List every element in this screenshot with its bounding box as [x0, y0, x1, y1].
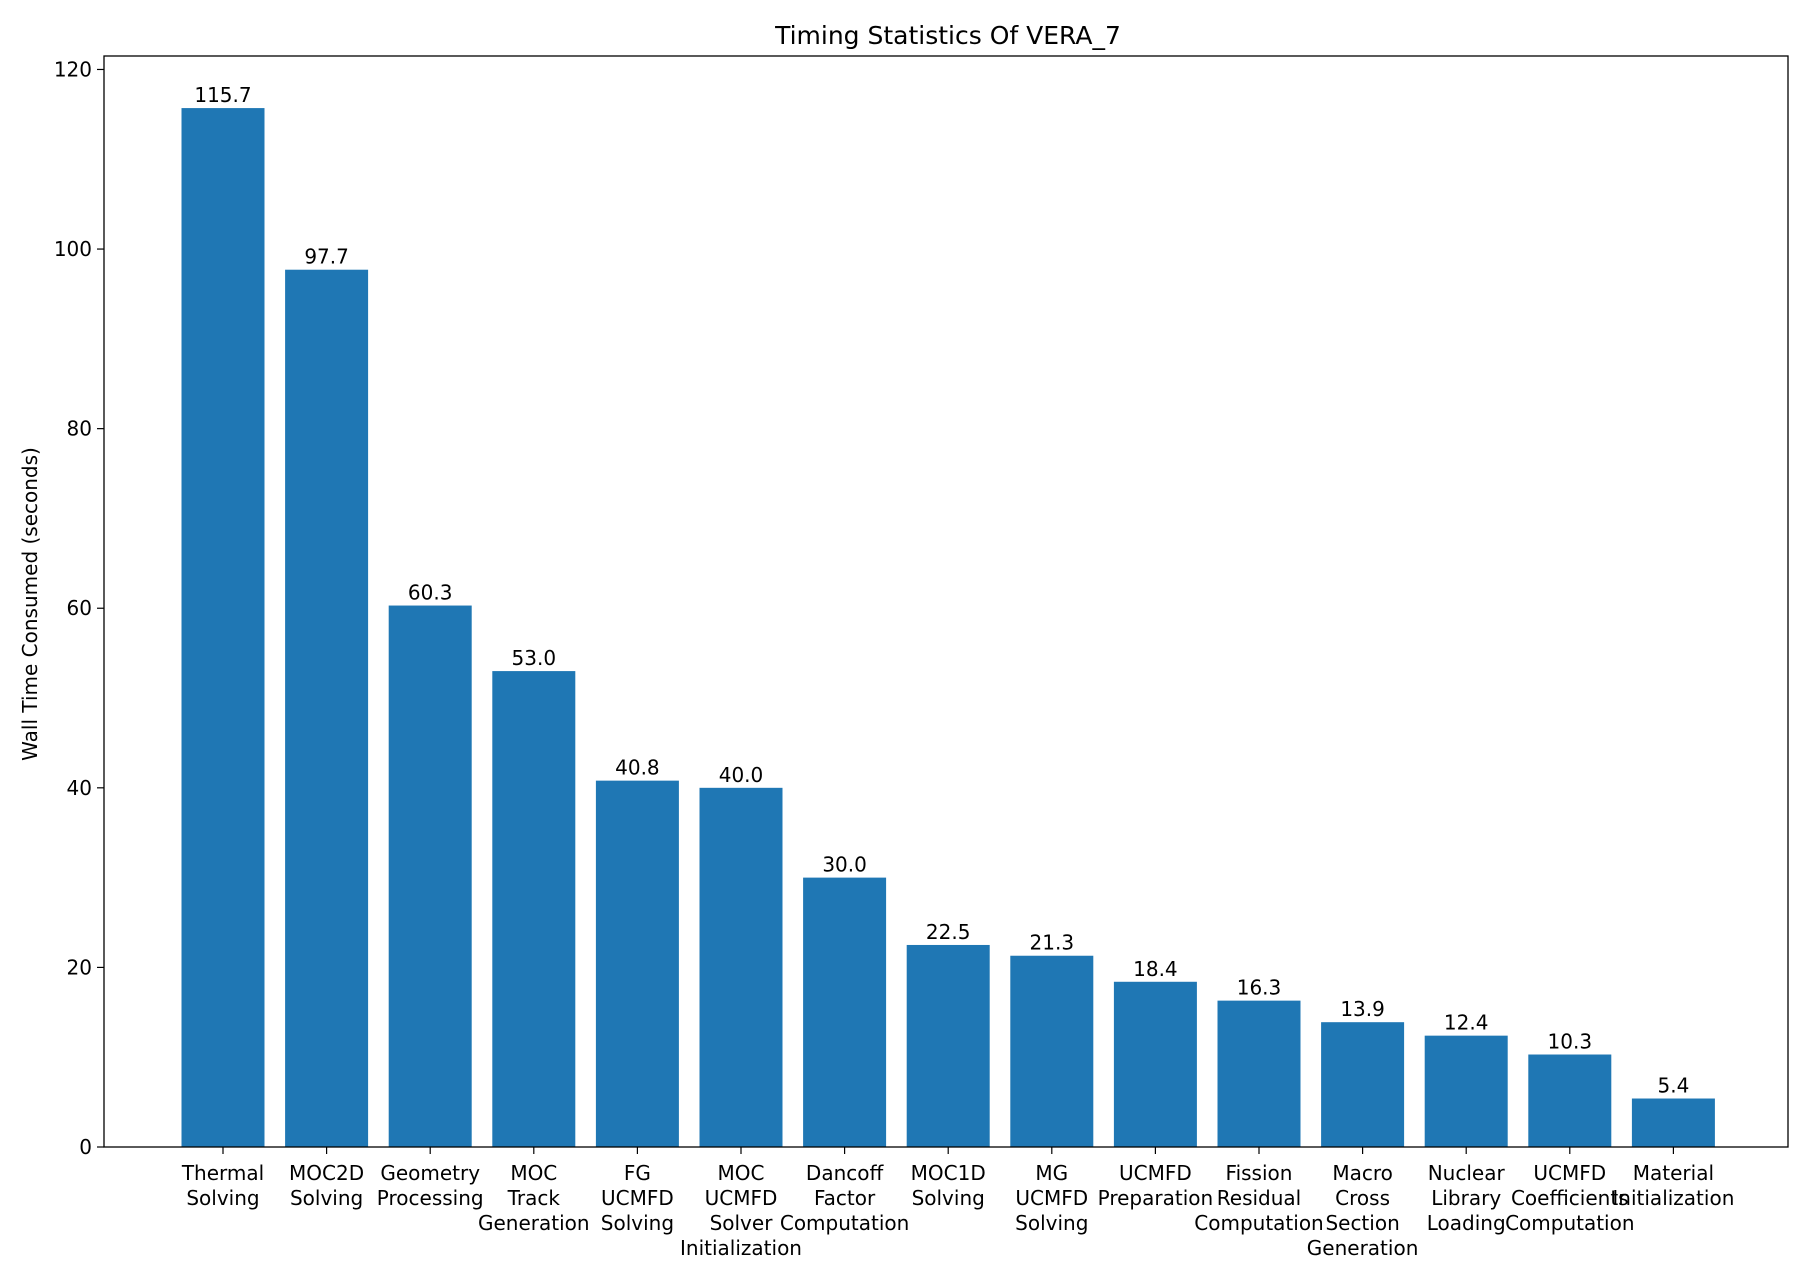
- bar-value-label: 40.8: [615, 756, 660, 780]
- bar-value-label: 18.4: [1133, 957, 1178, 981]
- bar-value-label: 60.3: [408, 581, 453, 605]
- y-axis-label: Wall Time Consumed (seconds): [18, 447, 42, 761]
- bar-value-label: 22.5: [926, 920, 971, 944]
- bar: [1528, 1054, 1612, 1147]
- bar: [803, 877, 887, 1147]
- y-tick-label: 0: [79, 1135, 92, 1159]
- x-tick-label: MOC UCMFD Solver Initialization: [680, 1161, 802, 1260]
- bar-value-label: 115.7: [194, 83, 251, 107]
- y-tick-label: 20: [67, 955, 92, 979]
- bar: [1631, 1098, 1715, 1147]
- x-tick-label: MOC Track Generation: [478, 1161, 590, 1235]
- bar: [492, 671, 576, 1147]
- bar: [1424, 1035, 1508, 1147]
- bar: [1113, 981, 1197, 1147]
- x-tick-label: Thermal Solving: [181, 1161, 264, 1210]
- bar: [1010, 955, 1094, 1147]
- bar-value-label: 21.3: [1030, 931, 1075, 955]
- bar-value-label: 13.9: [1340, 997, 1385, 1021]
- bar: [1321, 1022, 1405, 1147]
- bar-value-label: 12.4: [1444, 1011, 1489, 1035]
- x-tick-label: Macro Cross Section Generation: [1307, 1161, 1419, 1260]
- x-tick-label: UCMFD Preparation: [1098, 1161, 1214, 1210]
- y-tick-label: 80: [67, 417, 92, 441]
- plot-frame: [103, 55, 1789, 1148]
- x-tick-label: MG UCMFD Solving: [1015, 1161, 1088, 1235]
- bar-value-label: 53.0: [512, 646, 557, 670]
- bar-value-label: 40.0: [719, 763, 764, 787]
- bar: [699, 787, 783, 1147]
- bar: [285, 269, 369, 1147]
- x-tick-label: MOC2D Solving: [289, 1161, 364, 1210]
- bars-group: [181, 108, 1715, 1147]
- x-tick-label: Nuclear Library Loading: [1427, 1161, 1506, 1235]
- x-tick-label: Geometry Processing: [377, 1161, 484, 1210]
- x-tick-label: FG UCMFD Solving: [601, 1161, 674, 1235]
- x-axis: Thermal Solving MOC2D Solving Geometry Proces…: [181, 1147, 1734, 1260]
- y-tick-label: 100: [54, 237, 92, 261]
- x-tick-label: UCMFD Coefficients Computation: [1505, 1161, 1634, 1235]
- bar: [595, 780, 679, 1147]
- bar-value-label: 5.4: [1657, 1074, 1689, 1098]
- bar: [388, 605, 472, 1147]
- x-tick-label: MOC1D Solving: [911, 1161, 986, 1210]
- bar: [906, 944, 990, 1147]
- bar-value-label: 16.3: [1237, 976, 1282, 1000]
- bar: [1217, 1000, 1301, 1147]
- chart-title: Timing Statistics Of VERA_7: [774, 21, 1121, 50]
- y-tick-label: 120: [54, 57, 92, 81]
- bar-value-label: 10.3: [1548, 1030, 1593, 1054]
- x-tick-label: Fission Residual Computation: [1194, 1161, 1323, 1235]
- y-tick-label: 60: [67, 596, 92, 620]
- y-axis: 0 20 40 60 80 100 120: [54, 57, 104, 1159]
- y-tick-label: 40: [67, 776, 92, 800]
- value-labels-group: 115.7 97.7 60.3 53.0 40.8 40.0 30.0 22.5 21.3 18.…: [194, 83, 1689, 1097]
- x-tick-label: Dancoff Factor Computation: [780, 1161, 909, 1235]
- x-tick-label: Material Initialization: [1612, 1161, 1734, 1210]
- bar-value-label: 30.0: [822, 853, 867, 877]
- bar: [181, 108, 265, 1147]
- bar-value-label: 97.7: [304, 245, 349, 269]
